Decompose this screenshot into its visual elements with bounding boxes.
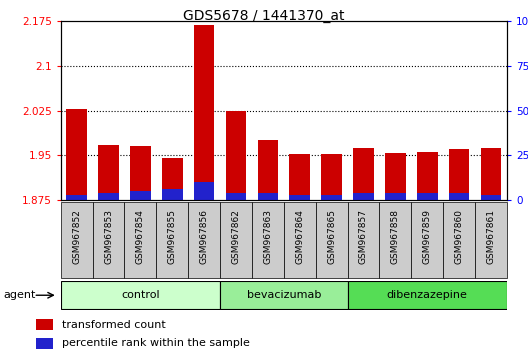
FancyBboxPatch shape [443, 202, 475, 278]
Text: GSM967857: GSM967857 [359, 210, 368, 264]
Bar [321, 195, 342, 200]
Text: control: control [121, 290, 159, 300]
Text: agent: agent [3, 290, 35, 300]
Bar [162, 189, 183, 200]
Bar [130, 191, 151, 200]
Text: GSM967859: GSM967859 [423, 210, 432, 264]
FancyBboxPatch shape [61, 202, 92, 278]
Text: GSM967865: GSM967865 [327, 210, 336, 264]
Text: GSM967856: GSM967856 [200, 210, 209, 264]
Bar [417, 193, 438, 200]
Text: GSM967864: GSM967864 [295, 210, 304, 264]
Bar [36, 338, 53, 349]
Bar [98, 193, 119, 200]
FancyBboxPatch shape [188, 202, 220, 278]
FancyBboxPatch shape [347, 202, 380, 278]
Text: GDS5678 / 1441370_at: GDS5678 / 1441370_at [183, 9, 345, 23]
FancyBboxPatch shape [284, 202, 316, 278]
Text: dibenzazepine: dibenzazepine [387, 290, 468, 300]
FancyBboxPatch shape [347, 281, 507, 309]
Text: bevacizumab: bevacizumab [247, 290, 321, 300]
Bar [194, 25, 214, 200]
FancyBboxPatch shape [220, 202, 252, 278]
Bar [449, 193, 469, 200]
Bar [67, 109, 87, 200]
Bar [258, 141, 278, 200]
Text: GSM967862: GSM967862 [231, 210, 240, 264]
FancyBboxPatch shape [156, 202, 188, 278]
Text: GSM967852: GSM967852 [72, 210, 81, 264]
Text: percentile rank within the sample: percentile rank within the sample [62, 338, 250, 348]
Text: GSM967858: GSM967858 [391, 210, 400, 264]
FancyBboxPatch shape [125, 202, 156, 278]
Text: GSM967855: GSM967855 [168, 210, 177, 264]
Bar [321, 154, 342, 200]
FancyBboxPatch shape [61, 281, 220, 309]
Bar [385, 193, 406, 200]
Bar [130, 146, 151, 200]
Text: GSM967853: GSM967853 [104, 210, 113, 264]
Bar [67, 195, 87, 200]
Bar [289, 195, 310, 200]
Bar [385, 153, 406, 200]
FancyBboxPatch shape [316, 202, 347, 278]
Bar [353, 148, 374, 200]
Bar [36, 319, 53, 330]
FancyBboxPatch shape [411, 202, 443, 278]
Bar [225, 193, 247, 200]
Text: transformed count: transformed count [62, 320, 166, 330]
FancyBboxPatch shape [220, 281, 347, 309]
Bar [225, 110, 247, 200]
Bar [480, 195, 501, 200]
Bar [480, 148, 501, 200]
Bar [417, 152, 438, 200]
Bar [289, 154, 310, 200]
Bar [353, 193, 374, 200]
Bar [162, 158, 183, 200]
Text: GSM967861: GSM967861 [486, 210, 495, 264]
FancyBboxPatch shape [92, 202, 125, 278]
Text: GSM967854: GSM967854 [136, 210, 145, 264]
FancyBboxPatch shape [252, 202, 284, 278]
Bar [449, 149, 469, 200]
Bar [194, 182, 214, 200]
FancyBboxPatch shape [475, 202, 507, 278]
Bar [258, 193, 278, 200]
Bar [98, 144, 119, 200]
FancyBboxPatch shape [380, 202, 411, 278]
Text: GSM967860: GSM967860 [455, 210, 464, 264]
Text: GSM967863: GSM967863 [263, 210, 272, 264]
